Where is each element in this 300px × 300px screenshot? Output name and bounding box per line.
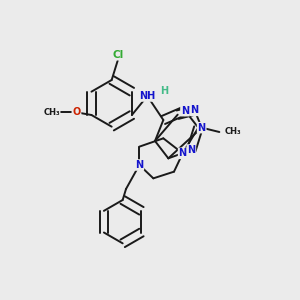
Text: N: N bbox=[178, 148, 187, 158]
Text: NH: NH bbox=[139, 91, 155, 101]
Text: N: N bbox=[181, 106, 189, 116]
Text: H: H bbox=[160, 86, 169, 96]
Text: CH₃: CH₃ bbox=[224, 127, 241, 136]
Text: CH₃: CH₃ bbox=[43, 108, 60, 117]
Text: N: N bbox=[187, 145, 195, 155]
Text: N: N bbox=[198, 123, 206, 133]
Text: Cl: Cl bbox=[112, 50, 123, 60]
Text: O: O bbox=[72, 107, 81, 117]
Text: N: N bbox=[190, 105, 199, 115]
Text: N: N bbox=[135, 160, 143, 170]
